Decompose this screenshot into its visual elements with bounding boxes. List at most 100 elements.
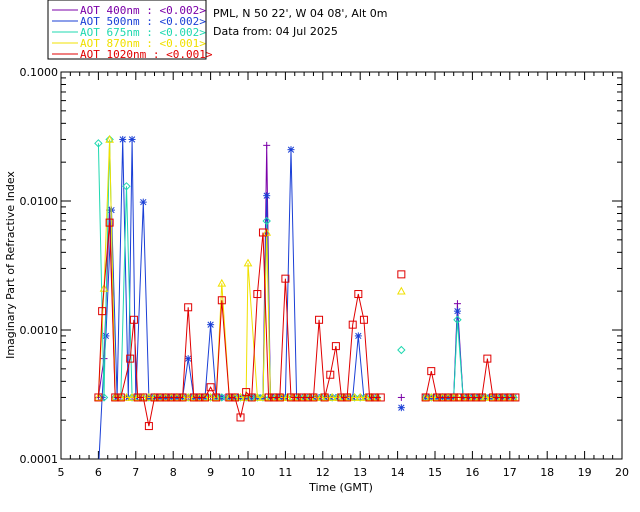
data-point xyxy=(397,404,405,412)
data-point xyxy=(397,345,406,355)
data-point xyxy=(167,393,176,402)
x-tick-label: 12 xyxy=(316,466,330,479)
x-tick-label: 16 xyxy=(465,466,479,479)
data-point xyxy=(355,393,365,402)
legend-label: AOT 500nm : <0.002> xyxy=(80,15,206,28)
data-point xyxy=(264,393,273,402)
data-point xyxy=(270,393,279,402)
data-point xyxy=(287,393,296,402)
legend-items: AOT 400nm : <0.002>AOT 500nm : <0.002>AO… xyxy=(52,4,213,61)
data-point xyxy=(315,315,324,324)
series-line xyxy=(97,139,377,398)
data-point xyxy=(200,393,209,402)
data-point xyxy=(472,393,481,402)
data-point xyxy=(262,216,271,226)
series-line xyxy=(97,139,377,398)
data-point xyxy=(281,274,290,283)
data-point xyxy=(139,393,148,402)
location-text: PML, N 50 22', W 04 08', Alt 0m xyxy=(213,7,387,20)
data-point xyxy=(449,393,458,402)
y-axis-title: Imaginary Part of Refractive Index xyxy=(4,171,17,359)
data-point xyxy=(397,393,405,401)
data-point xyxy=(287,146,295,154)
series-line xyxy=(425,311,514,398)
data-point xyxy=(111,393,120,402)
data-point xyxy=(102,332,110,340)
y-tick-label: 0.0010 xyxy=(20,324,59,337)
data-point xyxy=(477,393,486,402)
data-point xyxy=(242,388,251,397)
x-tick-label: 15 xyxy=(428,466,442,479)
x-tick-label: 7 xyxy=(132,466,139,479)
data-point xyxy=(376,393,385,402)
x-tick-label: 18 xyxy=(540,466,554,479)
data-point xyxy=(98,307,107,316)
data-point xyxy=(263,192,271,200)
data-point xyxy=(500,393,509,402)
data-point xyxy=(438,393,447,402)
data-point xyxy=(453,315,462,324)
series-3 xyxy=(94,135,518,402)
legend-label: AOT 1020nm : <0.001> xyxy=(80,48,213,61)
series-line xyxy=(425,358,516,398)
x-axis: 5 6 7 8 9 10 11 12 13 14 15 16 17 18 19 20 xyxy=(58,72,629,479)
series-2 xyxy=(98,135,518,459)
data-point xyxy=(350,393,359,402)
data-point xyxy=(483,354,492,363)
data-point xyxy=(128,135,136,143)
legend-label: AOT 870nm : <0.001> xyxy=(80,37,206,50)
data-point xyxy=(172,393,181,402)
data-point xyxy=(511,393,520,402)
data-point xyxy=(243,258,253,267)
data-point xyxy=(225,393,234,402)
data-point xyxy=(365,393,374,402)
y-axis: 0.0001 0.0010 0.0100 0.1000 xyxy=(20,66,622,466)
data-point xyxy=(453,300,461,308)
data-point xyxy=(427,367,436,376)
data-point xyxy=(359,315,368,324)
series-1 xyxy=(94,141,518,401)
series-line xyxy=(98,139,376,459)
x-tick-label: 19 xyxy=(578,466,592,479)
data-point xyxy=(211,392,221,401)
data-point xyxy=(488,393,497,402)
data-point xyxy=(105,134,114,143)
data-point xyxy=(150,393,159,402)
data-point xyxy=(119,135,127,143)
data-point xyxy=(326,370,335,379)
data-point xyxy=(263,141,271,149)
data-point xyxy=(206,383,215,392)
data-point xyxy=(292,393,301,402)
data-point xyxy=(303,393,312,402)
data-point xyxy=(94,392,103,401)
x-tick-label: 9 xyxy=(207,466,214,479)
data-point xyxy=(327,393,337,402)
data-point xyxy=(116,393,125,402)
data-point xyxy=(348,320,357,329)
legend-label: AOT 675nm : <0.002> xyxy=(80,26,206,39)
data-point xyxy=(354,290,363,299)
data-point xyxy=(343,393,352,402)
x-tick-label: 5 xyxy=(58,466,65,479)
data-point xyxy=(371,393,380,402)
data-point xyxy=(298,393,307,402)
data-point xyxy=(156,393,165,402)
data-point xyxy=(444,393,453,402)
data-point xyxy=(397,270,406,279)
data-point xyxy=(94,139,103,148)
data-point xyxy=(122,182,131,191)
series-line xyxy=(97,222,381,427)
data-point xyxy=(247,393,256,402)
x-tick-label: 14 xyxy=(391,466,405,479)
data-point xyxy=(455,393,464,402)
data-point xyxy=(327,392,337,401)
data-point xyxy=(350,392,359,401)
data-point xyxy=(184,355,192,363)
x-tick-label: 8 xyxy=(170,466,177,479)
data-point xyxy=(253,290,262,299)
data-point xyxy=(189,393,198,402)
data-point xyxy=(161,393,170,402)
data-point xyxy=(355,392,365,401)
data-point xyxy=(354,332,362,340)
data-point xyxy=(320,393,329,402)
